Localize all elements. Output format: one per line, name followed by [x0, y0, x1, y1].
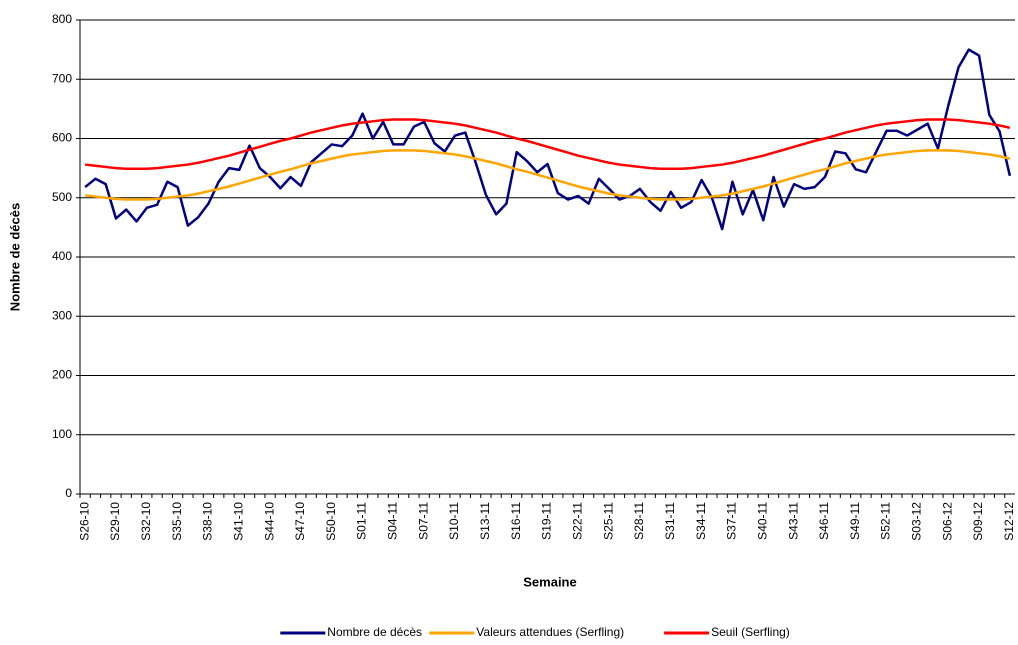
x-axis-title: Semaine [523, 574, 576, 589]
x-tick-label: S16-11 [509, 502, 523, 540]
y-tick-label: 300 [52, 308, 72, 322]
series-line [84, 118, 1011, 170]
x-tick-label: S25-11 [601, 502, 615, 540]
x-tick-label: S32-10 [139, 502, 153, 541]
x-tick-label: S28-11 [632, 502, 646, 540]
y-tick-label: 800 [52, 12, 72, 26]
x-tick-label: S12-12 [1002, 502, 1016, 541]
x-tick-label: S52-11 [879, 502, 893, 540]
x-tick-label: S41-10 [231, 502, 245, 541]
legend-label: Nombre de décès [327, 625, 422, 639]
x-tick-label: S47-10 [293, 502, 307, 541]
x-tick-label: S29-10 [108, 502, 122, 541]
x-tick-label: S37-11 [725, 502, 739, 540]
x-tick-label: S49-11 [848, 502, 862, 540]
legend-label: Seuil (Serfling) [711, 625, 790, 639]
y-tick-label: 400 [52, 249, 72, 263]
y-axis-title: Nombre de décès [7, 203, 22, 311]
x-tick-label: S44-10 [262, 502, 276, 541]
x-tick-label: S50-10 [324, 502, 338, 541]
x-tick-label: S46-11 [817, 502, 831, 540]
series-line [84, 48, 1012, 231]
x-tick-label: S06-12 [940, 502, 954, 541]
x-tick-label: S19-11 [540, 502, 554, 540]
x-tick-label: S35-10 [170, 502, 184, 541]
x-tick-label: S03-12 [910, 502, 924, 541]
x-tick-label: S26-10 [77, 502, 91, 541]
x-tick-label: S34-11 [694, 502, 708, 540]
x-tick-label: S10-11 [447, 502, 461, 540]
x-tick-label: S22-11 [570, 502, 584, 540]
x-tick-label: S40-11 [755, 502, 769, 540]
x-tick-label: S38-10 [201, 502, 215, 541]
y-tick-label: 600 [52, 131, 72, 145]
y-tick-label: 200 [52, 368, 72, 382]
x-tick-label: S31-11 [663, 502, 677, 540]
x-tick-label: S13-11 [478, 502, 492, 540]
x-tick-label: S01-11 [355, 502, 369, 540]
x-tick-label: S04-11 [386, 502, 400, 540]
y-tick-label: 100 [52, 427, 72, 441]
y-tick-label: 0 [65, 486, 72, 500]
x-tick-label: S43-11 [786, 502, 800, 540]
series-line [84, 149, 1011, 201]
x-tick-label: S09-12 [971, 502, 985, 541]
y-tick-label: 700 [52, 71, 72, 85]
y-tick-label: 500 [52, 190, 72, 204]
legend-label: Valeurs attendues (Serfling) [476, 625, 624, 639]
x-tick-label: S07-11 [416, 502, 430, 540]
